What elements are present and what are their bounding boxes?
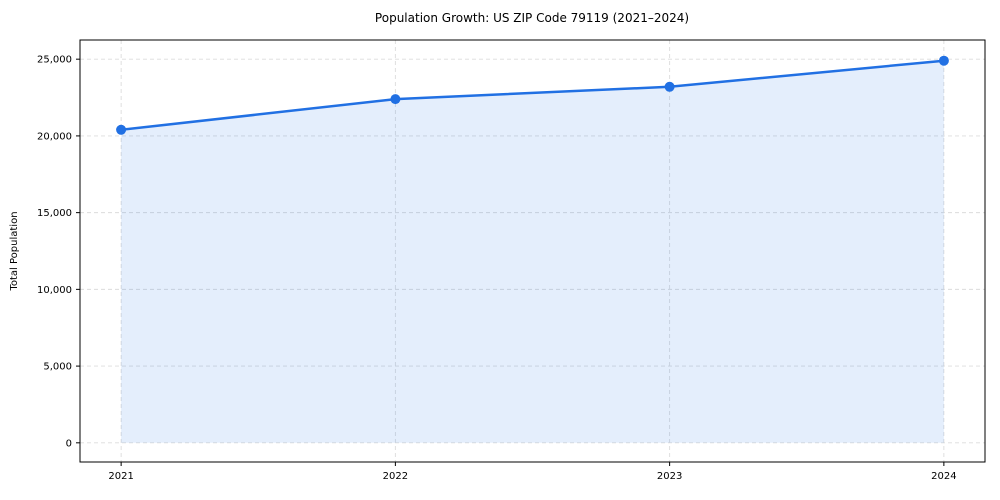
y-axis-tick-label: 10,000: [37, 285, 72, 296]
data-point: [390, 94, 401, 105]
data-point: [116, 124, 127, 135]
x-axis-tick-label: 2021: [108, 471, 133, 482]
x-axis-tick-label: 2023: [657, 471, 682, 482]
markers-layer: [116, 55, 949, 135]
data-point: [938, 55, 949, 66]
y-axis-tick-label: 0: [66, 438, 72, 449]
plot-border: [79, 39, 986, 463]
tick-labels-layer: 2021 2022 2023 2024 0 5,000 10,000 15,000 20,000…: [37, 55, 957, 482]
y-axis-tick-label: 20,000: [37, 131, 72, 142]
area-fill: [121, 60, 944, 443]
population-line: [119, 59, 946, 132]
ticks-layer: [76, 58, 945, 466]
chart-title: Population Growth: US ZIP Code 79119 (20…: [375, 11, 689, 25]
grid-layer: [80, 40, 985, 462]
y-axis-label: Total Population: [9, 211, 20, 291]
y-axis-tick-label: 25,000: [37, 55, 72, 66]
x-axis-tick-label: 2022: [383, 471, 408, 482]
data-point: [664, 81, 675, 92]
x-axis-tick-label: 2024: [931, 471, 956, 482]
plot-background: [80, 40, 985, 462]
y-axis-tick-label: 5,000: [43, 362, 72, 373]
y-axis-tick-label: 15,000: [37, 208, 72, 219]
